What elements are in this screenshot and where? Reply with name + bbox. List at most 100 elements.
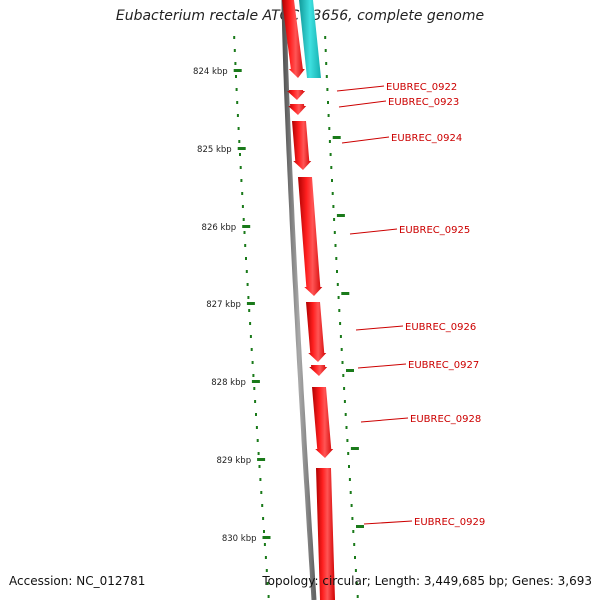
backbone [281,0,317,600]
gene-label[interactable]: EUBREC_0923 [388,97,459,108]
minor-tick [241,192,244,195]
gene-label[interactable]: EUBREC_0928 [410,414,481,425]
gene-label[interactable]: EUBREC_0926 [405,322,476,333]
minor-tick [344,413,347,416]
minor-tick [331,192,334,195]
minor-tick [345,426,348,429]
gene-feature [298,177,323,296]
label-leader-line [341,136,390,144]
minor-tick [233,49,236,52]
major-tick [332,136,341,139]
minor-tick [354,556,356,559]
minor-tick [325,75,328,78]
minor-tick [336,270,338,273]
minor-tick [236,101,239,104]
minor-tick [260,491,263,494]
minor-tick [261,504,264,507]
minor-tick [324,49,327,52]
major-tick [251,380,260,383]
minor-tick [353,543,356,546]
gene-labels: EUBREC_0922 EUBREC_0923 EUBREC_0924 EUBREC_… [336,82,485,528]
minor-tick [243,231,246,234]
gene-feature [316,468,335,600]
minor-tick [256,439,259,442]
minor-tick [324,36,327,39]
backbone-line [281,0,317,600]
minor-tick [240,179,243,182]
gene-feature [306,302,327,362]
minor-tick [356,595,359,598]
minor-tick [265,569,268,572]
minor-tick [327,101,329,104]
major-tick [350,447,359,450]
gene-label[interactable]: EUBREC_0922 [386,82,457,93]
reverse-strand-gene [299,0,321,78]
scale-label: 824 kbp [193,67,228,77]
gene-feature [309,365,328,376]
gene-features [282,0,335,600]
label-leader-line [355,325,404,331]
minor-tick [349,491,352,494]
minor-tick [326,88,329,91]
minor-tick [255,426,258,429]
scale-label: 826 kbp [202,223,237,233]
minor-tick [234,62,237,65]
map-title: Eubacterium rectale ATCC 33656, complete… [115,8,485,24]
minor-tick [336,283,339,286]
minor-tick [251,361,254,364]
minor-tick-dots [233,36,359,598]
minor-tick [338,309,341,312]
minor-tick [245,270,248,273]
minor-tick [263,530,265,533]
minor-tick [325,62,328,65]
minor-tick [340,348,343,351]
scale-label: 830 kbp [222,534,257,544]
minor-tick [235,75,237,78]
minor-tick [327,114,330,117]
gene-feature [288,104,307,115]
minor-tick [249,335,252,338]
minor-tick [244,244,247,247]
minor-tick [335,257,338,260]
gene-feature [282,0,305,78]
minor-tick [355,582,358,585]
minor-tick [346,439,349,442]
major-tick [242,225,251,228]
minor-tick [329,153,332,156]
gene-label[interactable]: EUBREC_0927 [408,360,479,371]
label-leader-line [349,228,398,235]
minor-tick [333,231,336,234]
minor-tick [245,257,247,260]
gene-label[interactable]: EUBREC_0925 [399,225,470,236]
minor-tick [347,452,350,455]
major-tick [246,302,255,305]
gene-feature [312,387,334,458]
gene-label[interactable]: EUBREC_0924 [391,133,462,144]
minor-tick [262,517,265,520]
minor-tick [255,413,257,416]
gene-feature [292,121,312,170]
scale-label: 827 kbp [206,300,241,310]
minor-tick [331,179,333,182]
minor-tick [239,153,241,156]
minor-tick [233,36,236,39]
label-leader-line [363,520,413,525]
label-leader-line [360,417,409,423]
label-leader-line [336,85,385,92]
minor-tick [259,478,262,481]
minor-tick [249,322,252,325]
minor-tick [253,387,256,390]
minor-tick [350,504,353,507]
minor-tick [266,582,269,585]
minor-tick [242,218,245,221]
minor-tick [236,114,239,117]
label-leader-line [357,363,407,369]
scale-label: 829 kbp [216,456,251,466]
minor-tick [343,387,346,390]
gene-label[interactable]: EUBREC_0929 [414,517,485,528]
minor-tick [239,166,242,169]
minor-tick [352,530,355,533]
major-tick [237,147,246,150]
major-tick [262,536,271,539]
